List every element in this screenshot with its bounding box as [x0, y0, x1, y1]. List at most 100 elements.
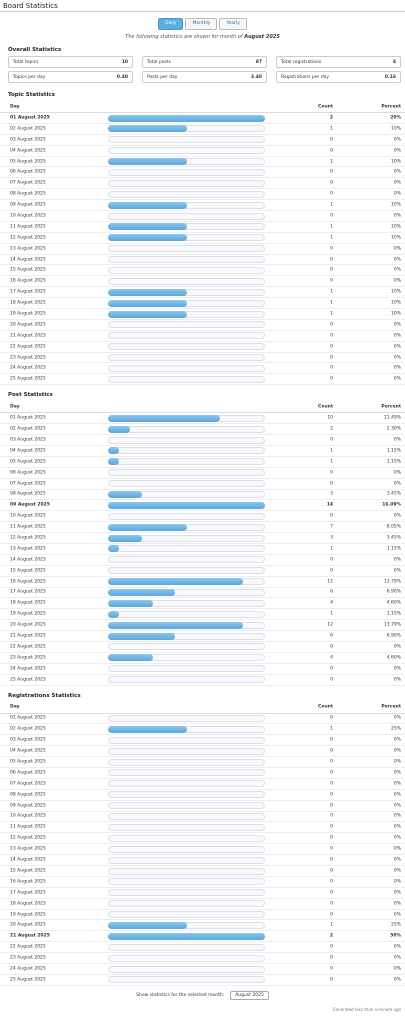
bar	[108, 589, 176, 597]
tab[interactable]: Yearly	[219, 18, 247, 30]
table-row: 25 August 2025 0 0%	[0, 975, 405, 986]
count: 0	[330, 344, 333, 350]
percent: 10%	[390, 126, 401, 132]
count: 14	[326, 502, 333, 508]
table-row: 16 August 2025 12 13.79%	[0, 577, 405, 588]
table-row: 21 August 2025 0 0%	[0, 331, 405, 342]
tab[interactable]: Daily	[158, 18, 184, 30]
day: 07 August 2025	[10, 781, 46, 787]
count: 3	[330, 535, 333, 541]
bar-track	[108, 190, 265, 198]
percent: 4.60%	[386, 600, 401, 606]
table-row: 11 August 2025 7 8.05%	[0, 522, 405, 534]
bar-track	[108, 769, 265, 777]
bar-track	[108, 758, 265, 766]
bar-track	[108, 610, 265, 618]
day: 24 August 2025	[10, 365, 46, 371]
bar	[108, 501, 265, 509]
count: 0	[330, 857, 333, 863]
table-row: 12 August 2025 1 10%	[0, 233, 405, 244]
table-row: 19 August 2025 1 10%	[0, 309, 405, 320]
count: 6	[330, 633, 333, 639]
percent: 0%	[393, 376, 401, 382]
day: 05 August 2025	[10, 459, 46, 465]
bar-track	[108, 736, 265, 744]
table-row: 03 August 2025 0 0%	[0, 735, 405, 747]
percent: 16.09%	[382, 502, 401, 508]
intro-month: August 2025	[244, 34, 280, 40]
stat-label: Total registrations	[281, 59, 322, 65]
month-select[interactable]: August 2025	[230, 991, 269, 1001]
bar-track	[108, 343, 265, 351]
column-header: Percent	[381, 704, 401, 710]
percent: 0%	[393, 246, 401, 252]
bar-track	[108, 911, 265, 919]
table-row: 21 August 2025 6 6.90%	[0, 631, 405, 642]
month-selector: Show statistics for the selected month: A…	[0, 988, 405, 1004]
day: 09 August 2025	[10, 502, 50, 508]
tab[interactable]: Monthly	[185, 18, 218, 30]
count: 0	[330, 901, 333, 907]
percent: 0%	[393, 977, 401, 983]
percent: 0%	[393, 557, 401, 563]
count: 0	[330, 169, 333, 175]
count: 0	[330, 955, 333, 961]
table-row: 17 August 2025 6 6.90%	[0, 588, 405, 599]
table-row: 16 August 2025 0 0%	[0, 877, 405, 888]
day: 10 August 2025	[10, 213, 46, 219]
day: 08 August 2025	[10, 491, 46, 497]
day: 03 August 2025	[10, 137, 46, 143]
count: 1	[330, 126, 333, 132]
count: 0	[330, 213, 333, 219]
bar	[108, 523, 187, 531]
bar	[108, 125, 187, 133]
bar-track	[108, 845, 265, 853]
table-row: 15 August 2025 0 0%	[0, 866, 405, 877]
percent: 10%	[390, 289, 401, 295]
percent: 0%	[393, 944, 401, 950]
percent: 0%	[393, 568, 401, 574]
percent: 0%	[393, 267, 401, 273]
count: 3	[330, 491, 333, 497]
section-title: Post Statistics	[8, 392, 53, 399]
table-row: 02 August 2025 2 2.30%	[0, 424, 405, 436]
day: 07 August 2025	[10, 481, 46, 487]
count: 0	[330, 322, 333, 328]
count: 0	[330, 846, 333, 852]
table-row: 08 August 2025 0 0%	[0, 790, 405, 801]
day: 20 August 2025	[10, 922, 46, 928]
percent: 0%	[393, 355, 401, 361]
table-row: 20 August 2025 12 13.79%	[0, 620, 405, 632]
table-header: Day Count Percent	[0, 401, 405, 414]
table-row: 24 August 2025 0 0%	[0, 664, 405, 675]
bar-track	[108, 867, 265, 875]
table-row: 04 August 2025 1 1.15%	[0, 446, 405, 457]
stat-value: 0.40	[116, 74, 128, 80]
count: 0	[330, 879, 333, 885]
day: 16 August 2025	[10, 278, 46, 284]
bar-track	[108, 256, 265, 264]
bar-track	[108, 425, 265, 433]
table-row: 07 August 2025 0 0%	[0, 178, 405, 190]
bar-track	[108, 147, 265, 155]
count: 0	[330, 977, 333, 983]
bar	[108, 921, 187, 929]
bar	[108, 621, 243, 629]
bar	[108, 223, 187, 231]
stats-grid: Total topics 10 Total posts 87 Total registr…	[0, 56, 405, 83]
count: 0	[330, 470, 333, 476]
count: 0	[330, 770, 333, 776]
percent: 10%	[390, 202, 401, 208]
count: 4	[330, 600, 333, 606]
count: 2	[330, 426, 333, 432]
day: 23 August 2025	[10, 955, 46, 961]
table-row: 25 August 2025 0 0%	[0, 374, 405, 386]
bar-track	[108, 136, 265, 144]
count: 0	[330, 890, 333, 896]
table-row: 18 August 2025 1 10%	[0, 298, 405, 310]
percent: 0%	[393, 344, 401, 350]
day: 23 August 2025	[10, 655, 46, 661]
count: 6	[330, 589, 333, 595]
count: 2	[329, 933, 333, 939]
table-row: 21 August 2025 2 50%	[0, 931, 405, 943]
